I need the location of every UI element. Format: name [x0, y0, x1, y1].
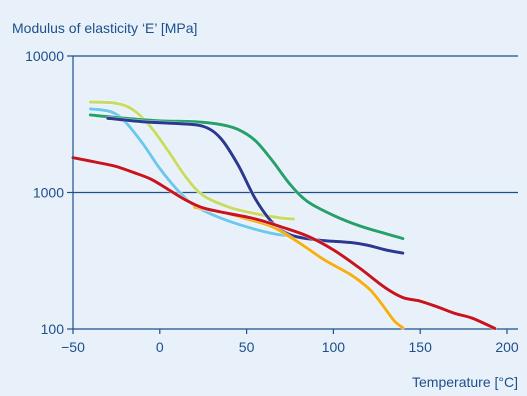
- series-line-halo: [73, 158, 495, 329]
- y-tick-label: 10000: [25, 48, 64, 64]
- x-axis-title: Temperature [°C]: [412, 374, 518, 390]
- x-tick-label: −50: [61, 339, 85, 355]
- y-axis-title: Modulus of elasticity ‘E’ [MPa]: [12, 20, 197, 36]
- series-line-halo: [195, 207, 403, 328]
- x-tick-label: 200: [495, 339, 519, 355]
- series-line-halo: [90, 109, 290, 236]
- x-tick-label: 150: [409, 339, 433, 355]
- x-tick-label: 100: [322, 339, 346, 355]
- x-tick-label: 0: [156, 339, 164, 355]
- series-layer: [73, 102, 495, 328]
- series-line-5: [195, 207, 403, 328]
- x-tick-label: 50: [239, 339, 255, 355]
- series-line-2: [90, 109, 290, 236]
- y-tick-label: 100: [41, 321, 65, 337]
- y-tick-label: 1000: [33, 185, 64, 201]
